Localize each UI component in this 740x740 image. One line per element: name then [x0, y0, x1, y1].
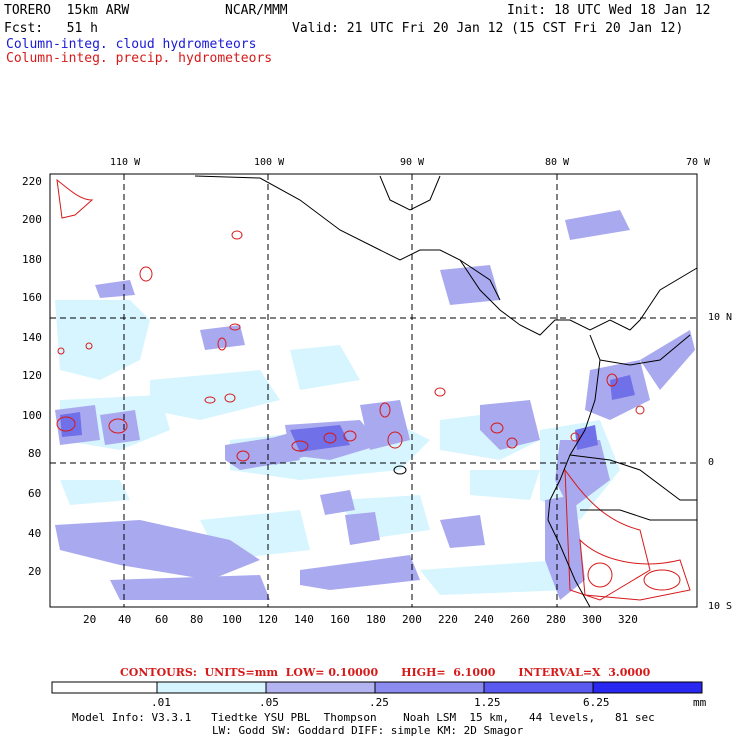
lat-label-10n: 10 N — [708, 312, 733, 323]
x-tick: 240 — [474, 613, 494, 626]
colorbar-label: .25 — [369, 696, 389, 709]
organization: NCAR/MMM — [225, 3, 288, 18]
valid-time: Valid: 21 UTC Fri 20 Jan 12 (15 CST Fri … — [292, 21, 684, 36]
x-tick: 260 — [510, 613, 530, 626]
lon-label-110w: 110 W — [110, 157, 141, 168]
y-tick: 160 — [22, 291, 42, 304]
x-tick: 220 — [438, 613, 458, 626]
x-tick: 280 — [546, 613, 566, 626]
colorbar-label: 6.25 — [583, 696, 610, 709]
init-time: Init: 18 UTC Wed 18 Jan 12 — [507, 3, 711, 18]
y-tick: 140 — [22, 331, 42, 344]
field-precip-label: Column-integ. precip. hydrometeors — [6, 51, 273, 66]
field-cloud-label: Column-integ. cloud hydrometeors — [6, 37, 257, 52]
y-tick: 200 — [22, 213, 42, 226]
x-tick: 80 — [190, 613, 204, 626]
x-tick: 200 — [402, 613, 422, 626]
y-tick: 100 — [22, 409, 42, 422]
y-tick: 40 — [28, 527, 42, 540]
x-tick: 300 — [582, 613, 602, 626]
y-tick: 20 — [28, 565, 42, 578]
coastlines — [194, 175, 698, 608]
lon-label-100w: 100 W — [254, 157, 285, 168]
y-tick: 80 — [28, 447, 42, 460]
x-tick: 320 — [618, 613, 638, 626]
y-tick: 120 — [22, 369, 42, 382]
forecast-hour: Fcst: 51 h — [4, 21, 98, 36]
x-tick: 60 — [155, 613, 169, 626]
x-tick: 20 — [83, 613, 97, 626]
lon-label-90w: 90 W — [400, 157, 425, 168]
x-tick: 100 — [222, 613, 242, 626]
model-name: TORERO 15km ARW — [4, 3, 130, 18]
colorbar-unit: mm — [693, 696, 707, 709]
x-tick: 120 — [258, 613, 278, 626]
x-tick: 140 — [294, 613, 314, 626]
model-info-line1: Model Info: V3.3.1 Tiedtke YSU PBL Thomp… — [72, 711, 655, 724]
x-tick: 180 — [366, 613, 386, 626]
lon-label-70w: 70 W — [686, 157, 711, 168]
colorbar-label: 1.25 — [474, 696, 501, 709]
lat-label-10s: 10 S — [708, 601, 733, 612]
y-tick: 220 — [22, 175, 42, 188]
precip-contours — [56, 178, 691, 601]
colorbar-label: .01 — [151, 696, 171, 709]
x-tick: 40 — [118, 613, 132, 626]
lat-lon-grid — [50, 174, 697, 607]
model-info-line2: LW: Godd SW: Goddard DIFF: simple KM: 2D… — [212, 724, 524, 737]
lon-label-80w: 80 W — [545, 157, 570, 168]
contour-info: CONTOURS: UNITS=mm LOW= 0.10000 HIGH= 6.… — [120, 666, 651, 679]
lat-label-0: 0 — [708, 457, 715, 468]
colorbar-label: .05 — [259, 696, 279, 709]
colorbar — [51, 681, 703, 694]
y-tick: 60 — [28, 487, 42, 500]
y-tick: 180 — [22, 253, 42, 266]
x-tick: 160 — [330, 613, 350, 626]
